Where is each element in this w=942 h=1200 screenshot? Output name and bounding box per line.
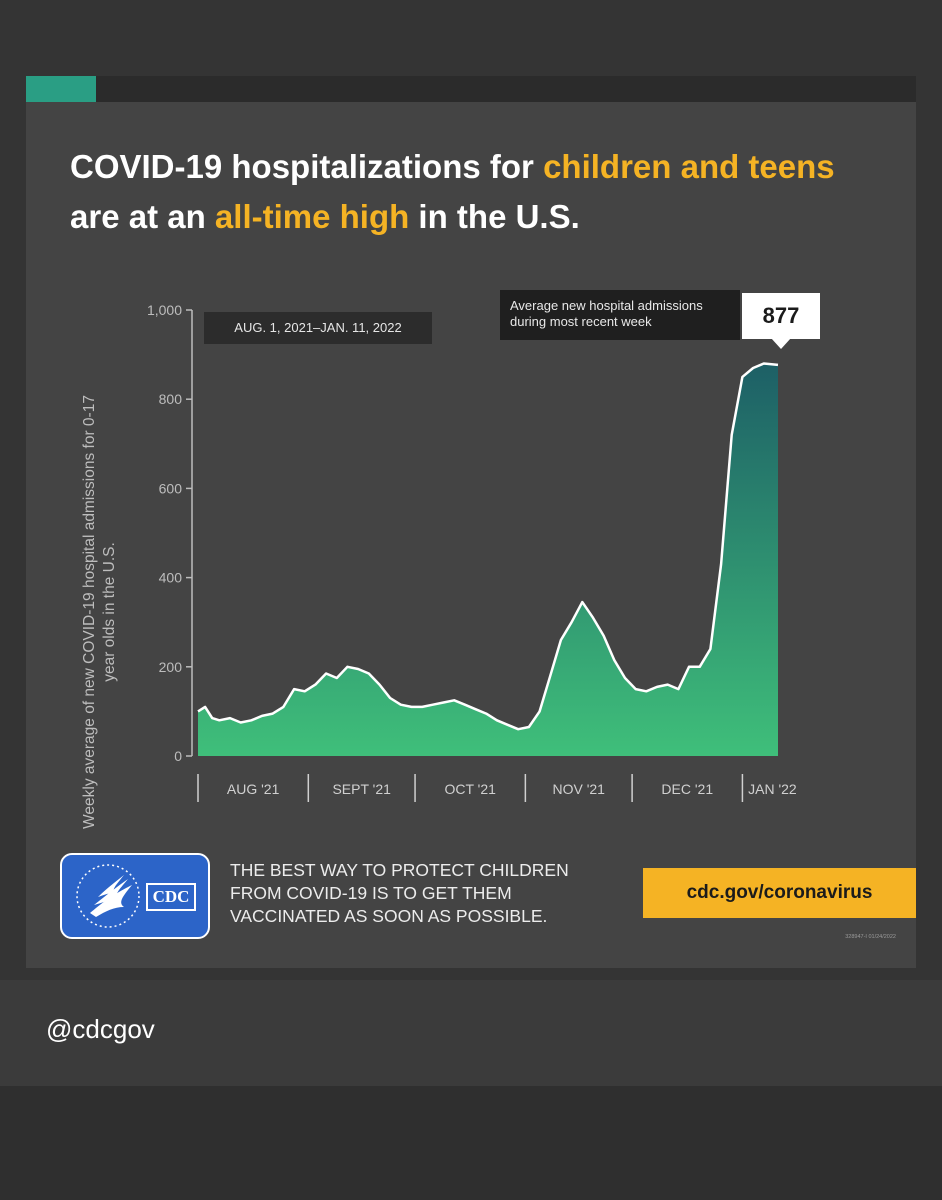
y-tick-label: 0 bbox=[174, 748, 182, 764]
date-range-label: AUG. 1, 2021–JAN. 11, 2022 bbox=[204, 312, 432, 344]
card-top-accent bbox=[26, 76, 96, 102]
x-tick-label: SEPT '21 bbox=[332, 781, 391, 797]
bottom-band bbox=[0, 1086, 942, 1200]
vaccination-message: THE BEST WAY TO PROTECT CHILDREN FROM CO… bbox=[230, 859, 650, 928]
callout-label: Average new hospital admissions during m… bbox=[500, 290, 740, 340]
callout-label-line-2: during most recent week bbox=[510, 314, 652, 329]
headline-part-2: are at an bbox=[70, 198, 215, 235]
y-axis: 0 200 400 600 800 1,000 bbox=[147, 302, 193, 764]
x-tick-label: DEC '21 bbox=[661, 781, 713, 797]
lower-band bbox=[0, 980, 942, 1086]
message-line-1: THE BEST WAY TO PROTECT CHILDREN bbox=[230, 860, 569, 880]
series-area bbox=[198, 363, 778, 756]
infographic-card: COVID-19 hospitalizations for children a… bbox=[26, 76, 916, 968]
headline-part-3: in the U.S. bbox=[409, 198, 580, 235]
document-id: 328947-I 01/24/2022 bbox=[845, 934, 896, 940]
y-tick-label: 800 bbox=[159, 391, 183, 407]
x-tick-label: JAN '22 bbox=[748, 781, 797, 797]
x-tick-label: OCT '21 bbox=[444, 781, 496, 797]
callout-label-line-1: Average new hospital admissions bbox=[510, 298, 703, 313]
headline-part-1: COVID-19 hospitalizations for bbox=[70, 148, 544, 185]
y-tick-label: 200 bbox=[159, 659, 183, 675]
y-tick-label: 1,000 bbox=[147, 302, 182, 318]
card-top-bar bbox=[26, 76, 916, 102]
y-tick-label: 600 bbox=[159, 480, 183, 496]
cdc-url-banner: cdc.gov/coronavirus bbox=[643, 868, 916, 918]
series-line bbox=[197, 362, 779, 731]
headline-highlight-2: all-time high bbox=[214, 198, 410, 235]
callout-pointer bbox=[771, 338, 791, 349]
hhs-eagle-icon bbox=[76, 864, 140, 928]
chart-svg: 0 200 400 600 800 1,000 AUG '21 SEPT '21 OCT '2… bbox=[147, 302, 797, 802]
y-tick-label: 400 bbox=[159, 570, 183, 586]
headline: COVID-19 hospitalizations for children a… bbox=[70, 142, 890, 242]
y-axis-label: Weekly average of new COVID-19 hospital … bbox=[81, 395, 118, 829]
message-line-3: VACCINATED AS SOON AS POSSIBLE. bbox=[230, 906, 548, 926]
x-tick-label: NOV '21 bbox=[552, 781, 605, 797]
account-handle: @cdcgov bbox=[46, 1014, 155, 1044]
message-line-2: FROM COVID-19 IS TO GET THEM bbox=[230, 883, 512, 903]
cdc-logo: CDC bbox=[60, 853, 210, 939]
cdc-logo-text: CDC bbox=[146, 883, 196, 911]
headline-highlight-1: children and teens bbox=[543, 148, 835, 185]
callout-value: 877 bbox=[742, 293, 820, 339]
x-axis: AUG '21 SEPT '21 OCT '21 NOV '21 DEC '21 JAN … bbox=[197, 774, 797, 802]
x-tick-label: AUG '21 bbox=[227, 781, 280, 797]
